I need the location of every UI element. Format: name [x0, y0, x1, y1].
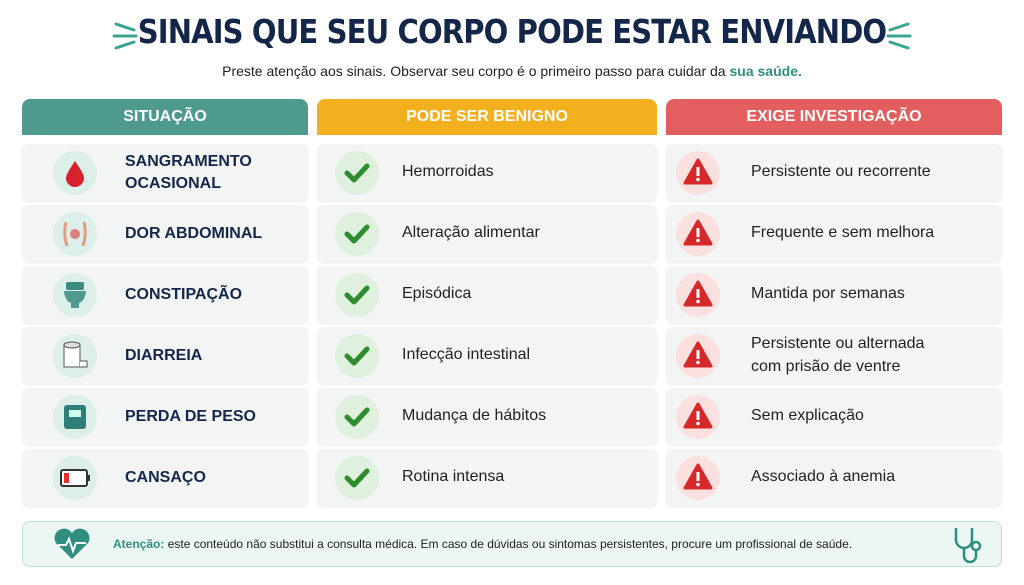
- check-icon: [335, 211, 379, 256]
- footer-box: [22, 521, 1002, 567]
- situation-icon: [53, 150, 97, 195]
- situation-icon: [53, 455, 97, 500]
- benign: Mudança de hábitos: [402, 407, 547, 425]
- investigation: Persistente ou recorrente: [751, 163, 931, 181]
- benign: Rotina intensa: [402, 468, 505, 486]
- benign: Episódica: [402, 285, 472, 303]
- situation: DOR ABDOMINAL: [125, 224, 263, 242]
- warning-icon: [676, 150, 720, 195]
- warning-icon: [676, 394, 720, 439]
- warning-icon: [676, 211, 720, 256]
- column-header: EXIGE INVESTIGAÇÃO: [666, 99, 1002, 135]
- situation: SANGRAMENTO OCASIONAL: [125, 152, 252, 192]
- cell: [666, 449, 1002, 506]
- footer-text: este conteúdo não substitui a consulta m…: [167, 537, 853, 551]
- warning-icon: [676, 333, 720, 378]
- heart-icon: [54, 528, 90, 559]
- situation-icon: [53, 272, 97, 317]
- benign: Infecção intestinal: [402, 346, 531, 364]
- investigation: Sem explicação: [751, 407, 864, 425]
- situation: CONSTIPAÇÃO: [125, 285, 243, 303]
- investigation: Frequente e sem melhora: [751, 224, 935, 242]
- column-header: PODE SER BENIGNO: [317, 99, 657, 135]
- column-header: SITUAÇÃO: [22, 99, 308, 135]
- cell: [666, 144, 1002, 201]
- check-icon: [335, 272, 379, 317]
- warning-icon: [676, 455, 720, 500]
- stethoscope-icon: [954, 528, 982, 564]
- investigation: Mantida por semanas: [751, 285, 905, 303]
- benign: Alteração alimentar: [402, 224, 540, 242]
- situation-icon: [53, 333, 97, 378]
- situation: PERDA DE PESO: [125, 407, 256, 425]
- investigation: Persistente ou alternada com prisão de v…: [751, 335, 925, 375]
- check-icon: [335, 150, 379, 195]
- title: SINAIS QUE SEU CORPO PODE ESTAR ENVIANDO: [137, 12, 887, 51]
- subtitle-text: Preste atenção aos sinais. Observar seu …: [222, 63, 726, 79]
- benign: Hemorroidas: [402, 163, 494, 181]
- subtitle-highlight: sua saúde.: [729, 63, 802, 79]
- check-icon: [335, 455, 379, 500]
- cell: [666, 388, 1002, 445]
- investigation: Associado à anemia: [751, 468, 896, 486]
- subtitle: Preste atenção aos sinais. Observar seu …: [0, 63, 1024, 79]
- check-icon: [335, 394, 379, 439]
- check-icon: [335, 333, 379, 378]
- situation-icon: [53, 394, 97, 439]
- footer-label: Atenção:: [113, 537, 165, 551]
- cell: [666, 327, 1002, 384]
- situation: DIARREIA: [125, 346, 203, 364]
- cell: [666, 205, 1002, 262]
- cell: [666, 266, 1002, 323]
- situation-icon: [53, 211, 97, 256]
- situation: CANSAÇO: [125, 468, 206, 486]
- footer: Atenção: este conteúdo não substitui a c…: [113, 537, 852, 551]
- warning-icon: [676, 272, 720, 317]
